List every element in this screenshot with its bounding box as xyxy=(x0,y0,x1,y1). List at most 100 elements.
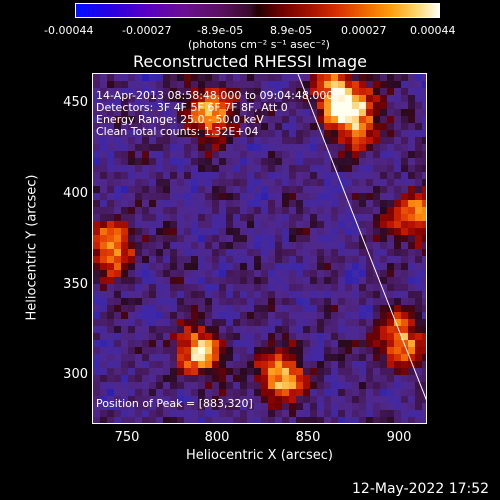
heatmap-cell xyxy=(268,123,275,130)
heatmap-cell xyxy=(135,123,142,130)
heatmap-cell xyxy=(317,368,324,375)
heatmap-cell xyxy=(296,116,303,123)
heatmap-cell xyxy=(177,179,184,186)
heatmap-cell xyxy=(163,291,170,298)
heatmap-cell xyxy=(184,347,191,354)
heatmap-cell xyxy=(324,347,331,354)
heatmap-cell xyxy=(156,95,163,102)
heatmap-cell xyxy=(415,361,422,368)
heatmap-cell xyxy=(275,340,282,347)
heatmap-cell xyxy=(289,312,296,319)
heatmap-cell xyxy=(198,382,205,389)
heatmap-cell xyxy=(128,389,135,396)
heatmap-cell xyxy=(114,347,121,354)
heatmap-cell xyxy=(289,298,296,305)
heatmap-cell xyxy=(317,249,324,256)
heatmap-cell xyxy=(212,165,219,172)
heatmap-cell xyxy=(226,284,233,291)
heatmap-cell xyxy=(408,354,415,361)
heatmap-cell xyxy=(422,88,426,95)
heatmap-cell xyxy=(121,417,128,423)
heatmap-cell xyxy=(380,361,387,368)
heatmap-cell xyxy=(93,214,100,221)
heatmap-cell xyxy=(205,284,212,291)
heatmap-cell xyxy=(422,102,426,109)
heatmap-cell xyxy=(366,354,373,361)
heatmap-cell xyxy=(177,396,184,403)
heatmap-cell xyxy=(135,193,142,200)
heatmap-cell xyxy=(387,319,394,326)
heatmap-cell xyxy=(135,347,142,354)
heatmap-cell xyxy=(352,333,359,340)
heatmap-cell xyxy=(261,193,268,200)
heatmap-cell xyxy=(191,284,198,291)
heatmap-cell xyxy=(268,214,275,221)
heatmap-cell xyxy=(240,326,247,333)
heatmap-cell xyxy=(184,81,191,88)
heatmap-cell xyxy=(170,102,177,109)
heatmap-cell xyxy=(380,340,387,347)
heatmap-cell xyxy=(296,270,303,277)
heatmap-cell xyxy=(352,382,359,389)
heatmap-cell xyxy=(296,242,303,249)
heatmap-cell xyxy=(303,382,310,389)
heatmap-cell xyxy=(380,179,387,186)
heatmap-cell xyxy=(310,375,317,382)
heatmap-cell xyxy=(114,277,121,284)
heatmap-cell xyxy=(170,172,177,179)
heatmap-cell xyxy=(233,382,240,389)
heatmap-cell xyxy=(394,389,401,396)
heatmap-cell xyxy=(240,228,247,235)
heatmap-cell xyxy=(233,130,240,137)
heatmap-cell xyxy=(219,123,226,130)
heatmap-cell xyxy=(345,291,352,298)
heatmap-cell xyxy=(212,375,219,382)
heatmap-cell xyxy=(352,396,359,403)
heatmap-cell xyxy=(240,123,247,130)
heatmap-cell xyxy=(366,291,373,298)
heatmap-cell xyxy=(394,403,401,410)
heatmap-cell xyxy=(345,151,352,158)
heatmap-cell xyxy=(275,221,282,228)
heatmap-cell xyxy=(233,291,240,298)
heatmap-cell xyxy=(142,81,149,88)
heatmap-cell xyxy=(93,396,100,403)
heatmap-cell xyxy=(219,130,226,137)
heatmap-cell xyxy=(156,340,163,347)
heatmap-cell xyxy=(296,179,303,186)
heatmap-cell xyxy=(114,172,121,179)
heatmap-cell xyxy=(261,382,268,389)
heatmap-cell xyxy=(184,137,191,144)
heatmap-cell xyxy=(268,396,275,403)
heatmap-cell xyxy=(303,396,310,403)
heatmap-cell xyxy=(219,74,226,81)
heatmap-cell xyxy=(394,354,401,361)
heatmap-cell xyxy=(331,172,338,179)
heatmap-cell xyxy=(282,298,289,305)
heatmap-cell xyxy=(163,382,170,389)
heatmap-cell xyxy=(233,137,240,144)
heatmap-cell xyxy=(212,417,219,423)
heatmap-cell xyxy=(128,270,135,277)
heatmap-cell xyxy=(422,130,426,137)
heatmap-cell xyxy=(275,172,282,179)
heatmap-cell xyxy=(289,333,296,340)
heatmap-cell xyxy=(114,95,121,102)
heatmap-cell xyxy=(135,109,142,116)
heatmap-cell xyxy=(352,270,359,277)
heatmap-cell xyxy=(345,214,352,221)
heatmap-cell xyxy=(142,186,149,193)
heatmap-cell xyxy=(163,354,170,361)
heatmap-cell xyxy=(275,123,282,130)
heatmap-cell xyxy=(128,417,135,423)
heatmap-cell xyxy=(93,144,100,151)
heatmap-cell xyxy=(296,333,303,340)
heatmap-cell xyxy=(394,151,401,158)
heatmap-cell xyxy=(247,256,254,263)
heatmap-cell xyxy=(156,186,163,193)
heatmap-cell xyxy=(373,382,380,389)
heatmap-cell xyxy=(380,396,387,403)
heatmap-cell xyxy=(226,403,233,410)
heatmap-cell xyxy=(212,368,219,375)
heatmap-cell xyxy=(331,158,338,165)
